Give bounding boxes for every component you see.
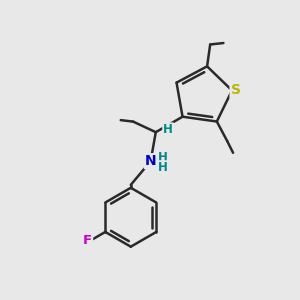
Text: N: N xyxy=(145,154,157,168)
Text: S: S xyxy=(230,83,241,98)
Text: H: H xyxy=(158,151,168,164)
Text: H: H xyxy=(163,123,173,136)
Text: H: H xyxy=(158,161,168,174)
Text: F: F xyxy=(83,234,92,247)
